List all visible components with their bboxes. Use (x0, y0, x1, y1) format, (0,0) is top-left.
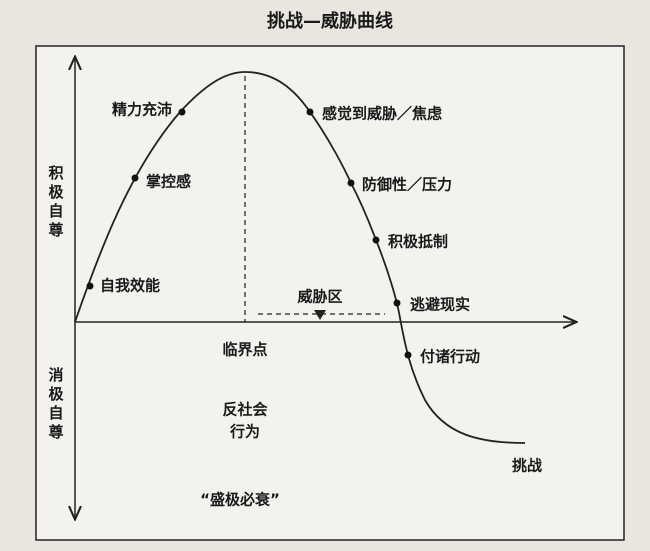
curve-point (393, 299, 401, 307)
point-label: 精力充沛 (112, 101, 172, 119)
axis-label-negative: 消极自尊 (47, 366, 65, 443)
point-label: 付诸行动 (420, 348, 480, 366)
title: 挑战—威胁曲线 (267, 10, 393, 32)
antisocial-label: 行为 (229, 423, 260, 441)
curve-point (372, 236, 380, 244)
point-label: 自我效能 (100, 277, 160, 295)
point-label: 防御性／压力 (362, 176, 452, 194)
antisocial-label: 反社会 (222, 401, 267, 419)
point-label: 积极抵制 (388, 233, 448, 251)
curve-point (131, 174, 139, 182)
curve-point (347, 179, 355, 187)
threat-zone-label: 威胁区 (297, 288, 342, 306)
curve-point (404, 351, 412, 359)
point-label: 逃避现实 (410, 296, 470, 314)
point-label: 掌控感 (146, 173, 191, 191)
point-label: 挑战 (512, 457, 542, 475)
saying: “盛极必衰” (200, 491, 280, 509)
point-label: 感觉到威胁／焦虑 (322, 105, 442, 123)
tipping-point-label: 临界点 (222, 341, 267, 359)
frame (35, 45, 625, 541)
curve-point (306, 108, 314, 116)
curve-point (86, 282, 94, 290)
axis-label-positive: 积极自尊 (47, 164, 65, 241)
curve-point (178, 108, 186, 116)
threat-zone-marker (314, 310, 326, 320)
curve (74, 71, 526, 444)
